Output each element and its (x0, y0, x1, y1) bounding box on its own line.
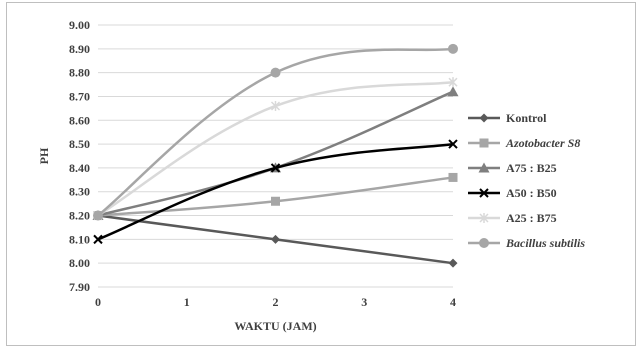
data-point-marker (93, 210, 103, 221)
legend-swatch-marker (479, 188, 489, 198)
data-point-marker (270, 67, 281, 78)
data-point-marker (448, 77, 458, 88)
y-tick-label: 8.90 (69, 42, 90, 56)
legend-label: A25 : B75 (506, 211, 557, 225)
legend-label: Kontrol (506, 111, 547, 125)
legend-label: Azotobacter S8 (505, 136, 580, 150)
x-tick-label: 0 (95, 295, 101, 309)
series-4 (93, 139, 458, 245)
data-point-marker (447, 86, 459, 97)
y-tick-label: 8.80 (69, 66, 90, 80)
legend-label: A50 : B50 (506, 186, 557, 200)
legend: Kontrol Azotobacter S8 A75 : B25 A50 : B50 A… (468, 111, 585, 250)
y-tick-label: 8.50 (69, 137, 90, 151)
x-tick-label: 2 (273, 295, 279, 309)
y-tick-label: 8.30 (69, 185, 90, 199)
x-axis-ticks: 0 1 2 3 4 (95, 295, 456, 309)
chart-frame (6, 2, 636, 346)
legend-label: A75 : B25 (506, 161, 557, 175)
data-point-marker (448, 139, 458, 149)
y-tick-label: 8.60 (69, 113, 90, 127)
legend-item: Bacillus subtilis (468, 236, 585, 250)
legend-swatch-marker (479, 138, 489, 148)
data-point-marker (270, 163, 281, 173)
y-tick-label: 9.00 (69, 18, 90, 32)
data-point-marker (271, 196, 280, 206)
data-point-marker (271, 234, 280, 244)
series-6 (93, 43, 458, 221)
data-point-marker (93, 234, 103, 245)
x-tick-label: 4 (450, 295, 456, 309)
y-tick-label: 8.00 (69, 256, 90, 270)
y-tick-label: 8.40 (69, 161, 90, 175)
legend-swatch-marker (478, 162, 490, 173)
legend-item: A50 : B50 (468, 186, 557, 200)
gridlines (98, 24, 453, 264)
data-point-marker (448, 43, 458, 54)
data-point-marker (270, 100, 281, 111)
legend-item: A25 : B75 (468, 211, 557, 225)
data-point-marker (448, 172, 458, 182)
y-tick-label: 8.70 (69, 89, 90, 103)
series-group (92, 43, 459, 268)
y-axis-ticks: 7.90 8.00 8.10 8.20 8.30 8.40 8.50 8.60 8.70 8.80… (69, 18, 90, 294)
legend-swatch-marker (479, 238, 489, 248)
legend-item: Azotobacter S8 (468, 136, 580, 150)
x-tick-label: 3 (361, 295, 367, 309)
x-axis-title: WAKTU (JAM) (234, 319, 316, 333)
legend-item: A75 : B25 (468, 161, 557, 175)
legend-label: Bacillus subtilis (505, 236, 585, 250)
legend-swatch-marker (479, 113, 489, 123)
x-tick-label: 1 (184, 295, 190, 309)
y-tick-label: 8.10 (69, 232, 90, 246)
y-tick-label: 7.90 (69, 280, 90, 294)
y-axis-title: PH (37, 147, 51, 164)
legend-swatch-marker (479, 213, 489, 223)
y-tick-label: 8.20 (69, 209, 90, 223)
legend-item: Kontrol (468, 111, 547, 125)
data-point-marker (448, 258, 458, 268)
series-line (97, 176, 454, 217)
